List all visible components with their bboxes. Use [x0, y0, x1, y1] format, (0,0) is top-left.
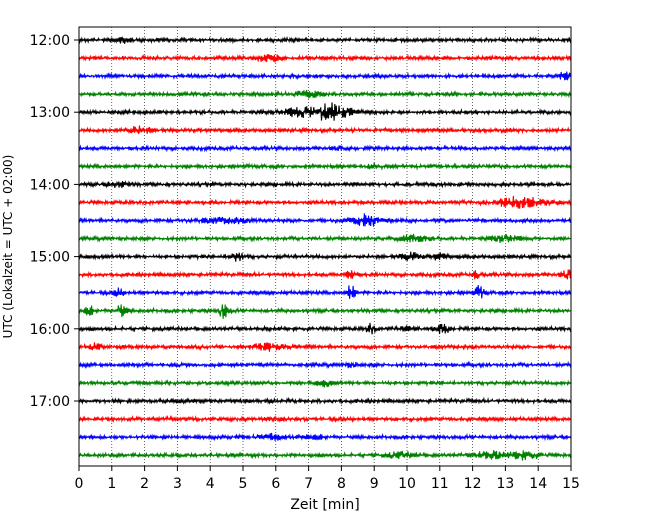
y-tick-label: 13:00	[30, 105, 70, 121]
x-tick-label: 2	[140, 476, 149, 492]
y-tick-label: 17:00	[30, 394, 70, 410]
x-tick-label: 6	[271, 476, 280, 492]
x-tick-label: 10	[398, 476, 416, 492]
trace-row-1630	[78, 360, 572, 370]
trace-row-1415	[78, 195, 572, 209]
traces-layer	[78, 35, 572, 461]
trace-row-1230	[78, 71, 572, 81]
trace-row-1700	[78, 396, 572, 405]
trace-row-1400	[78, 179, 572, 189]
trace-row-1215	[78, 53, 572, 63]
x-tick-label: 1	[107, 476, 116, 492]
trace-row-1315	[78, 125, 572, 135]
y-axis-ticks: 12:00 13:00 14:00 15:00 16:00 17:00	[30, 33, 79, 410]
trace-row-1430	[78, 213, 572, 227]
x-tick-label: 0	[75, 476, 84, 492]
y-tick-label: 15:00	[30, 250, 70, 266]
x-tick-label: 7	[304, 476, 313, 492]
x-tick-label: 13	[496, 476, 514, 492]
y-tick-label: 12:00	[30, 33, 70, 49]
trace-row-1730	[78, 432, 572, 442]
x-axis-ticks: 0 1 2 3 4 5 6 7 8 9 10 11 12 13 14 15	[75, 466, 580, 492]
trace-row-1445	[78, 233, 572, 243]
trace-row-1600	[78, 322, 572, 335]
trace-row-1615	[78, 342, 572, 352]
trace-row-1745	[78, 450, 572, 461]
x-tick-label: 9	[370, 476, 379, 492]
x-tick-label: 8	[337, 476, 346, 492]
plot-frame	[78, 26, 572, 467]
x-tick-label: 12	[464, 476, 482, 492]
y-tick-label: 14:00	[30, 177, 70, 193]
y-axis-label: UTC (Lokalzeit = UTC + 02:00)	[1, 155, 15, 339]
x-tick-label: 14	[529, 476, 547, 492]
x-tick-label: 15	[562, 476, 580, 492]
trace-row-1645	[78, 378, 572, 388]
x-tick-label: 4	[206, 476, 215, 492]
x-tick-label: 5	[239, 476, 248, 492]
trace-row-1345	[78, 162, 572, 171]
trace-row-1200	[78, 35, 572, 45]
trace-row-1300	[78, 102, 572, 121]
trace-row-1515	[78, 269, 572, 280]
trace-row-1330	[78, 144, 572, 153]
x-tick-label: 3	[173, 476, 182, 492]
trace-row-1500	[78, 251, 572, 262]
trace-row-1530	[78, 284, 572, 299]
trace-row-1545	[78, 304, 572, 319]
y-tick-label: 16:00	[30, 322, 70, 338]
trace-row-1715	[78, 414, 572, 424]
trace-row-1245	[78, 89, 572, 99]
x-axis-label: Zeit [min]	[290, 497, 359, 513]
x-tick-label: 11	[431, 476, 449, 492]
